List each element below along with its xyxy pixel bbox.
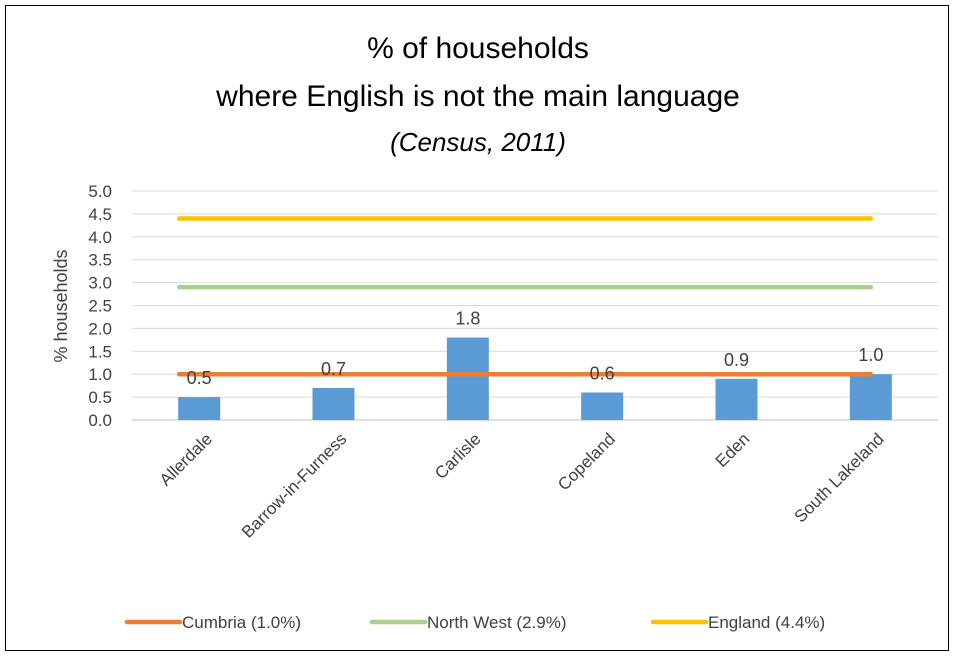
y-tick-label: 3.0	[88, 274, 112, 293]
data-label: 1.8	[455, 309, 480, 329]
data-labels: 0.5 0.7 1.8 0.6 0.9 1.0	[187, 309, 884, 389]
bar	[849, 374, 892, 420]
bar	[446, 337, 489, 420]
y-tick-labels: 0.0 0.5 1.0 1.5 2.0 2.5 3.0 3.5 4.0 4.5 5.0	[88, 182, 112, 430]
data-label: 0.6	[590, 364, 615, 384]
x-tick-label: South Lakeland	[791, 429, 888, 526]
legend: Cumbria (1.0%) North West (2.9%) England (…	[124, 613, 825, 632]
legend-label: England (4.4%)	[708, 613, 825, 632]
y-tick-label: 5.0	[88, 182, 112, 201]
title-line-2: where English is not the main language	[215, 80, 740, 113]
y-tick-label: 4.0	[88, 228, 112, 247]
legend-label: Cumbria (1.0%)	[182, 613, 301, 632]
x-tick-label: Eden	[712, 429, 754, 471]
x-tick-label: Carlisle	[431, 429, 485, 483]
title-line-1: % of households	[367, 32, 589, 65]
bar	[312, 387, 355, 420]
chart-subtitle: (Census, 2011)	[390, 127, 566, 157]
data-label: 0.9	[724, 350, 749, 370]
y-tick-label: 0.5	[88, 388, 112, 407]
data-label: 0.7	[321, 359, 346, 379]
y-tick-label: 2.5	[88, 297, 112, 316]
y-tick-label: 2.0	[88, 319, 112, 338]
x-tick-label: Copeland	[554, 429, 619, 494]
legend-label: North West (2.9%)	[427, 613, 567, 632]
y-tick-label: 1.0	[88, 365, 112, 384]
data-label: 1.0	[858, 345, 883, 365]
x-tick-labels: Allerdale Barrow-in-Furness Carlisle Copela…	[156, 429, 888, 541]
bar	[581, 392, 624, 420]
bars	[178, 337, 892, 420]
y-tick-label: 4.5	[88, 205, 112, 224]
y-tick-label: 3.5	[88, 251, 112, 270]
x-tick-label: Allerdale	[156, 429, 216, 489]
x-tick-label: Barrow-in-Furness	[238, 429, 350, 541]
chart-title: % of households where English is not the…	[215, 32, 740, 157]
bar	[715, 378, 758, 420]
bar	[178, 397, 221, 420]
gridlines	[132, 190, 938, 421]
reference-lines	[176, 216, 874, 377]
y-tick-label: 0.0	[88, 411, 112, 430]
y-tick-label: 1.5	[88, 342, 112, 361]
data-label: 0.5	[187, 368, 212, 388]
y-axis-label: % households	[51, 249, 71, 362]
